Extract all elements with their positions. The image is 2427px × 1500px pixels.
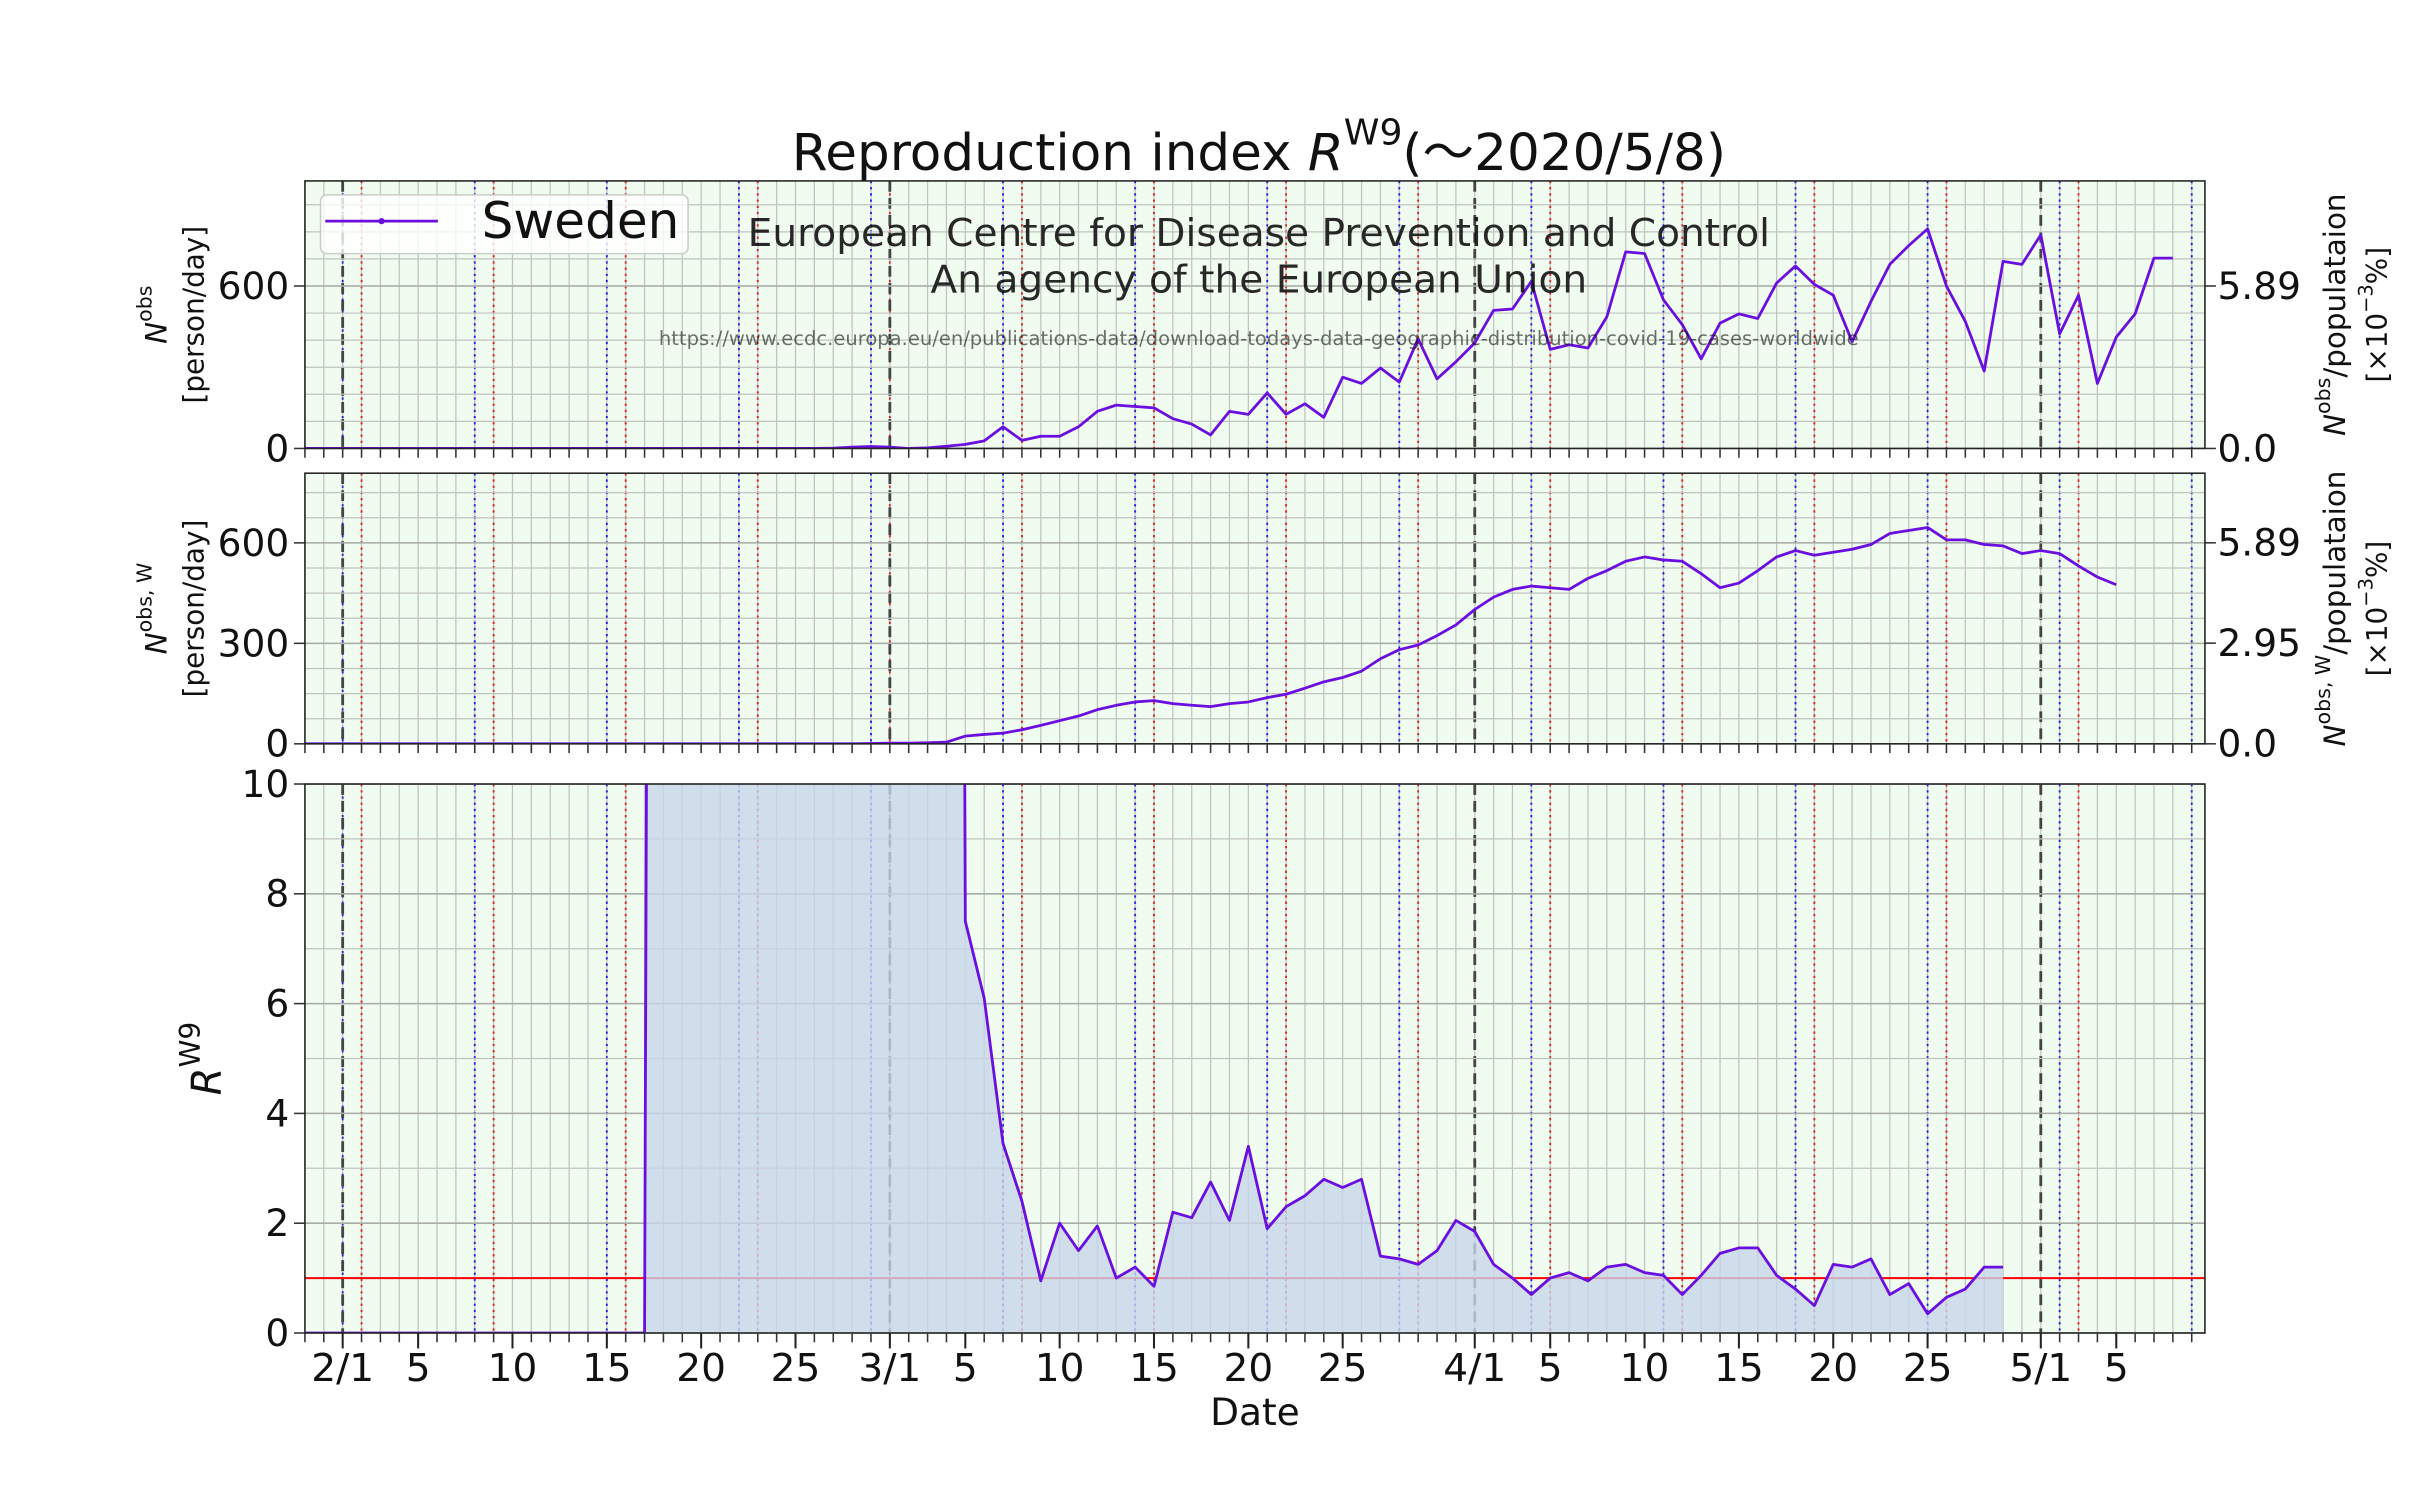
y2-axis-label-part: /populataion xyxy=(2318,193,2352,377)
x-tick-label: 3/1 xyxy=(858,1346,921,1391)
y2-axis-unit-part: [×10 xyxy=(2360,313,2393,383)
x-tick-label: 10 xyxy=(488,1346,538,1391)
panel-frame xyxy=(304,783,2206,1334)
x-tick-label: 15 xyxy=(1714,1346,1764,1391)
x-tick-label: 5/1 xyxy=(2009,1346,2072,1391)
x-tick-label: 5 xyxy=(1538,1346,1563,1391)
y2-axis-label-part: obs, W xyxy=(2311,655,2335,725)
y2-axis-unit: [×10−3%] xyxy=(2354,247,2393,383)
y-tick-label: 4 xyxy=(265,1092,289,1136)
y-tick-label: 6 xyxy=(265,982,289,1026)
panel-background xyxy=(304,473,2205,744)
y-axis-label-part: obs, W xyxy=(132,563,156,633)
y2-tick-label: 5.89 xyxy=(2217,521,2301,565)
series-line xyxy=(304,227,2173,449)
x-tick-label: 25 xyxy=(1903,1346,1953,1391)
y-axis-label-part: N xyxy=(139,322,173,344)
chart-title: Reproduction index RW9(～2020/5/8) xyxy=(792,112,1726,183)
panel-frame xyxy=(304,472,2206,745)
x-tick-label: 5 xyxy=(953,1346,978,1391)
source-annotation: https://www.ecdc.europa.eu/en/publicatio… xyxy=(659,327,1859,350)
y2-tick-label: 5.89 xyxy=(2217,264,2301,308)
source-annotation: European Centre for Disease Prevention a… xyxy=(748,211,1770,256)
y2-axis-unit: [×10−3%] xyxy=(2354,541,2393,677)
x-tick-label: 15 xyxy=(1129,1346,1179,1391)
chart-title-part: R xyxy=(1308,123,1344,183)
plot-area xyxy=(304,784,2004,1333)
y-tick-label: 600 xyxy=(218,521,290,565)
y-tick-label: 300 xyxy=(218,621,290,665)
legend-box xyxy=(319,194,689,255)
y2-axis-label-part: N xyxy=(2318,414,2352,436)
y-axis-label: Nobs, W xyxy=(132,563,173,655)
x-tick-label: 10 xyxy=(1035,1346,1085,1391)
x-tick-label: 25 xyxy=(771,1346,821,1391)
y-tick-label: 0 xyxy=(265,722,289,766)
plot-area xyxy=(304,227,2173,449)
chart-title-part: (～2020/5/8) xyxy=(1402,123,1726,183)
y2-tick-label: 2.95 xyxy=(2217,621,2301,665)
x-tick-label: 15 xyxy=(582,1346,632,1391)
y2-axis-unit-part: %] xyxy=(2360,541,2393,578)
series-line xyxy=(304,526,2117,744)
area-fill xyxy=(304,784,2004,1333)
y-axis-label: Nobs xyxy=(132,286,173,344)
panel-frame xyxy=(304,180,2206,450)
y2-axis-unit-part: [×10 xyxy=(2360,607,2393,677)
series-line xyxy=(304,784,2004,1333)
y-tick-label: 0 xyxy=(265,427,289,471)
y-axis-label-part: R xyxy=(182,1067,230,1095)
x-tick-label: 20 xyxy=(676,1346,726,1391)
y2-axis-unit-part: −3 xyxy=(2354,578,2377,607)
x-tick-label: 2/1 xyxy=(311,1346,374,1391)
y-axis-label: RW9 xyxy=(174,1022,231,1096)
y-tick-label: 8 xyxy=(265,872,289,916)
y2-axis-unit-part: %] xyxy=(2360,247,2393,284)
legend-label: Sweden xyxy=(482,192,680,250)
y-tick-label: 0 xyxy=(265,1311,289,1355)
x-tick-label: 10 xyxy=(1620,1346,1670,1391)
y2-axis-label-part: obs xyxy=(2311,378,2335,414)
y-tick-label: 10 xyxy=(242,762,290,806)
chart-title-part: Reproduction index xyxy=(792,123,1308,183)
y2-axis-label-part: N xyxy=(2318,724,2352,746)
y2-tick-label: 0.0 xyxy=(2217,722,2277,766)
y-tick-label: 600 xyxy=(218,264,290,308)
x-axis-label: Date xyxy=(1210,1390,1300,1434)
y-axis-label-part: W9 xyxy=(174,1022,207,1068)
y2-axis-label-part: /populataion xyxy=(2318,471,2352,655)
y2-axis-label: Nobs, W/populataion xyxy=(2311,471,2352,747)
y-tick-label: 2 xyxy=(265,1201,289,1245)
x-tick-label: 4/1 xyxy=(1443,1346,1506,1391)
y-axis-label-part: N xyxy=(139,632,173,654)
y-axis-unit: [person/day] xyxy=(177,520,210,698)
plot-area xyxy=(304,526,2117,744)
source-annotation: An agency of the European Union xyxy=(931,258,1588,303)
y-axis-unit: [person/day] xyxy=(177,226,210,404)
y2-tick-label: 0.0 xyxy=(2217,427,2277,471)
chart-title-part: W9 xyxy=(1344,112,1403,153)
x-tick-label: 5 xyxy=(406,1346,431,1391)
y-axis-label-part: obs xyxy=(132,286,156,322)
x-tick-label: 5 xyxy=(2104,1346,2129,1391)
legend-marker xyxy=(378,218,385,225)
y2-axis-label: Nobs/populataion xyxy=(2311,193,2352,435)
x-tick-label: 20 xyxy=(1223,1346,1273,1391)
x-tick-label: 20 xyxy=(1808,1346,1858,1391)
x-tick-label: 25 xyxy=(1318,1346,1368,1391)
y2-axis-unit-part: −3 xyxy=(2354,284,2377,313)
